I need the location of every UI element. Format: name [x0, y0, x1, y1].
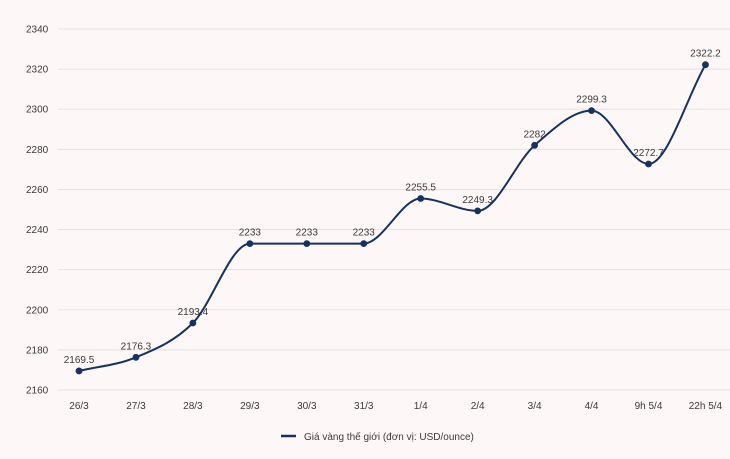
- data-label: 2255.5: [405, 182, 436, 193]
- x-tick-label: 30/3: [297, 401, 317, 412]
- data-labels: 2169.5 2176.3 2193.4 2233 2233 2233 2255.5 2249…: [64, 49, 721, 366]
- data-label: 2322.2: [690, 49, 721, 60]
- x-tick-label: 4/4: [585, 401, 599, 412]
- data-label: 2272.7: [633, 148, 664, 159]
- data-label: 2299.3: [576, 95, 607, 106]
- legend: Giá vàng thế giới (đơn vị: USD/ounce): [281, 431, 474, 443]
- data-point: [474, 207, 482, 215]
- y-tick-label: 2200: [26, 305, 49, 316]
- x-tick-label: 9h 5/4: [635, 401, 663, 412]
- data-point: [303, 240, 311, 247]
- data-point: [132, 353, 140, 361]
- data-label: 2233: [239, 228, 262, 239]
- y-tick-label: 2220: [26, 265, 49, 276]
- data-point: [588, 107, 595, 115]
- y-tick-label: 2160: [26, 386, 49, 397]
- data-point: [702, 61, 709, 69]
- data-point: [75, 367, 83, 375]
- x-tick-label: 28/3: [183, 401, 203, 412]
- data-label: 2249.3: [462, 195, 493, 206]
- y-tick-label: 2180: [26, 345, 49, 356]
- data-points: [75, 61, 709, 375]
- data-point: [645, 160, 652, 168]
- legend-label: Giá vàng thế giới (đơn vị: USD/ounce): [304, 431, 474, 443]
- y-tick-label: 2340: [26, 25, 49, 36]
- data-point: [189, 319, 197, 327]
- y-axis-ticks: 2160 2180 2200 2220 2240 2260 2280 2300 2320 2340: [26, 25, 49, 397]
- data-label: 2233: [353, 228, 376, 239]
- y-tick-label: 2260: [26, 185, 49, 196]
- data-point: [417, 195, 425, 202]
- y-tick-label: 2280: [26, 145, 49, 156]
- x-tick-label: 29/3: [240, 401, 260, 412]
- series-line: [78, 64, 707, 372]
- y-tick-label: 2300: [26, 105, 49, 116]
- data-label: 2233: [296, 228, 319, 239]
- gridlines: [58, 28, 730, 391]
- x-tick-label: 1/4: [414, 401, 428, 412]
- data-label: 2193.4: [178, 307, 209, 318]
- data-point: [246, 240, 254, 247]
- x-tick-label: 2/4: [471, 401, 485, 412]
- y-tick-label: 2320: [26, 65, 49, 76]
- data-point: [531, 141, 538, 149]
- x-tick-label: 27/3: [126, 401, 146, 412]
- x-tick-label: 3/4: [528, 401, 542, 412]
- x-tick-label: 26/3: [69, 401, 89, 412]
- data-label: 2282: [523, 129, 546, 140]
- x-axis-ticks: 26/3 27/3 28/3 29/3 30/3 31/3 1/4 2/4 3/4 4/4 9h 5…: [69, 401, 722, 412]
- x-tick-label: 22h 5/4: [689, 401, 723, 412]
- data-point: [360, 240, 368, 247]
- data-label: 2169.5: [64, 355, 95, 366]
- data-label: 2176.3: [121, 341, 152, 352]
- x-tick-label: 31/3: [354, 401, 374, 412]
- y-tick-label: 2240: [26, 225, 49, 236]
